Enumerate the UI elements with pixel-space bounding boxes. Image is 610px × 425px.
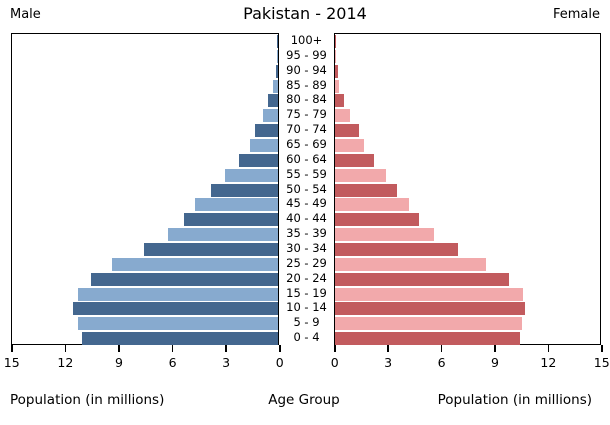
age-label-45 - 49: 45 - 49 — [286, 196, 327, 211]
female-bar-60 - 64 — [335, 153, 374, 167]
female-bar-25 - 29 — [335, 257, 487, 271]
x-tick-label-3: 3 — [222, 355, 231, 370]
x-tick-label-9: 9 — [490, 355, 499, 370]
female-bar-30 - 34 — [335, 242, 459, 256]
x-tick-label-0: 0 — [330, 355, 339, 370]
female-bar-75 - 79 — [335, 109, 350, 123]
male-bar-50 - 54 — [210, 183, 278, 197]
female-bar-45 - 49 — [335, 198, 409, 212]
female-bar-90 - 94 — [335, 64, 338, 78]
age-label-35 - 39: 35 - 39 — [286, 226, 327, 241]
x-tick — [64, 345, 67, 352]
male-bar-45 - 49 — [194, 198, 278, 212]
age-label-40 - 44: 40 - 44 — [286, 211, 327, 226]
age-label-65 - 69: 65 - 69 — [286, 137, 327, 151]
x-tick — [387, 345, 389, 352]
male-bar-85 - 89 — [272, 79, 278, 93]
x-tick-label-15: 15 — [593, 355, 610, 370]
x-tick — [11, 345, 13, 352]
x-tick-label-12: 12 — [540, 355, 557, 370]
female-bar-95 - 99 — [335, 49, 336, 63]
male-bar-80 - 84 — [268, 94, 278, 108]
female-bar-0 - 4 — [335, 332, 520, 346]
female-bar-55 - 59 — [335, 168, 387, 182]
female-bar-100+ — [335, 34, 337, 48]
female-bars-panel — [334, 33, 601, 346]
x-tick-label-12: 12 — [57, 355, 74, 370]
age-label-30 - 34: 30 - 34 — [286, 241, 327, 255]
x-tick — [171, 345, 174, 352]
male-bars-panel — [11, 33, 279, 346]
female-bar-40 - 44 — [335, 213, 420, 227]
male-bar-95 - 99 — [277, 49, 278, 63]
male-bar-25 - 29 — [111, 257, 278, 271]
female-bar-35 - 39 — [335, 228, 434, 242]
male-bar-75 - 79 — [262, 109, 278, 123]
age-group-labels: 100+ 95 - 99 90 - 94 85 - 89 80 - 84 75 - 79 7… — [279, 33, 334, 345]
x-tick — [279, 345, 281, 352]
x-tick — [440, 345, 443, 352]
age-label-20 - 24: 20 - 24 — [286, 270, 327, 285]
female-bar-70 - 74 — [335, 124, 359, 138]
male-bar-40 - 44 — [184, 213, 278, 227]
age-label-100+: 100+ — [290, 33, 323, 47]
male-bar-10 - 14 — [73, 302, 278, 316]
female-bar-10 - 14 — [335, 302, 526, 316]
male-bar-0 - 4 — [81, 332, 278, 346]
age-axis-caption: Age Group — [268, 392, 340, 408]
chart-title: Pakistan - 2014 — [243, 4, 367, 23]
age-label-60 - 64: 60 - 64 — [286, 151, 327, 166]
female-bar-5 - 9 — [335, 317, 522, 331]
male-bar-5 - 9 — [78, 317, 278, 331]
age-label-0 - 4: 0 - 4 — [293, 330, 320, 345]
age-label-10 - 14: 10 - 14 — [286, 300, 327, 315]
female-bar-80 - 84 — [335, 94, 344, 108]
x-tick-label-6: 6 — [437, 355, 446, 370]
female-bar-50 - 54 — [335, 183, 397, 197]
age-label-85 - 89: 85 - 89 — [286, 77, 327, 92]
male-side-label: Male — [10, 7, 41, 22]
age-label-15 - 19: 15 - 19 — [286, 285, 327, 300]
left-axis-caption: Population (in millions) — [10, 392, 165, 408]
x-tick — [118, 345, 120, 352]
age-label-70 - 74: 70 - 74 — [286, 122, 327, 137]
x-tick-label-6: 6 — [168, 355, 177, 370]
male-bar-15 - 19 — [78, 287, 278, 301]
female-bar-15 - 19 — [335, 287, 524, 301]
x-tick — [601, 345, 603, 352]
male-bar-70 - 74 — [255, 124, 278, 138]
right-axis-caption: Population (in millions) — [437, 392, 592, 408]
age-label-50 - 54: 50 - 54 — [286, 181, 327, 196]
age-label-80 - 84: 80 - 84 — [286, 92, 327, 107]
x-tick-label-3: 3 — [384, 355, 393, 370]
x-tick — [334, 345, 336, 352]
male-bar-30 - 34 — [143, 242, 278, 256]
male-bar-60 - 64 — [239, 153, 278, 167]
x-tick — [225, 345, 227, 352]
female-bar-85 - 89 — [335, 79, 340, 93]
x-tick — [547, 345, 550, 352]
age-label-55 - 59: 55 - 59 — [286, 166, 327, 181]
male-bar-35 - 39 — [168, 228, 278, 242]
male-bar-100+ — [276, 34, 278, 48]
male-bar-90 - 94 — [275, 64, 278, 78]
male-bar-20 - 24 — [90, 272, 278, 286]
age-label-25 - 29: 25 - 29 — [286, 255, 327, 270]
male-bar-55 - 59 — [225, 168, 278, 182]
x-tick-label-15: 15 — [3, 355, 20, 370]
age-label-90 - 94: 90 - 94 — [286, 62, 327, 77]
age-label-75 - 79: 75 - 79 — [286, 107, 327, 122]
female-bar-20 - 24 — [335, 272, 510, 286]
age-label-95 - 99: 95 - 99 — [286, 47, 327, 62]
x-tick — [494, 345, 496, 352]
x-tick-label-0: 0 — [275, 355, 284, 370]
age-label-5 - 9: 5 - 9 — [293, 315, 320, 330]
female-side-label: Female — [552, 7, 600, 22]
x-tick-label-9: 9 — [114, 355, 123, 370]
female-bar-65 - 69 — [335, 138, 365, 152]
male-bar-65 - 69 — [249, 138, 278, 152]
